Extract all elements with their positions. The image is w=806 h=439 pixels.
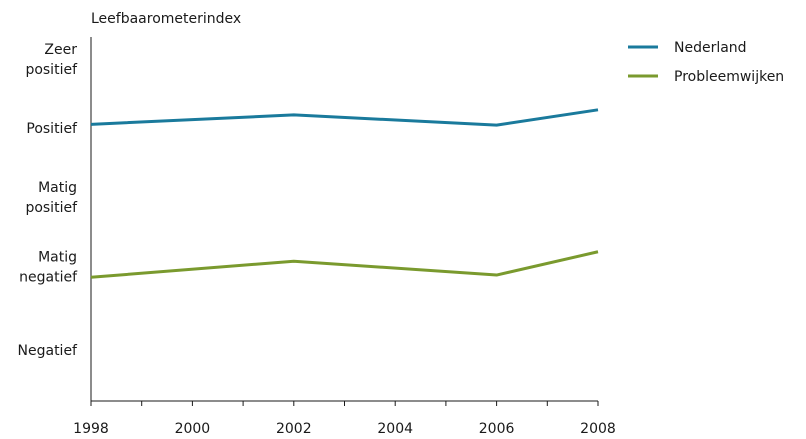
x-tick-label: 2000 bbox=[175, 421, 211, 437]
legend-label: Probleemwijken bbox=[674, 69, 784, 85]
y-category-label: Positief bbox=[26, 121, 78, 137]
series-line-probleemwijken bbox=[90, 250, 599, 279]
legend: Nederland Probleemwijken bbox=[628, 40, 784, 85]
x-tick-labels: 1998 2000 2002 2004 2006 2008 bbox=[73, 421, 616, 437]
y-category-label: Matig positief bbox=[25, 180, 78, 216]
series-lines bbox=[90, 108, 599, 279]
axes bbox=[90, 37, 599, 406]
y-axis-title: Leefbaarometerindex bbox=[91, 11, 241, 27]
y-category-labels: Zeer positief Positief Matig positief Matig ne… bbox=[18, 42, 79, 359]
y-category-label: Matig negatief bbox=[19, 249, 78, 285]
y-category-label: Zeer positief bbox=[25, 42, 78, 78]
legend-label: Nederland bbox=[674, 40, 747, 56]
x-tick-label: 2002 bbox=[276, 421, 312, 437]
x-tick-label: 2006 bbox=[479, 421, 515, 437]
x-tick-label: 1998 bbox=[73, 421, 109, 437]
x-tick-label: 2004 bbox=[377, 421, 413, 437]
y-category-label: Negatief bbox=[18, 343, 79, 359]
x-tick-label: 2008 bbox=[580, 421, 616, 437]
series-line-nederland bbox=[90, 108, 599, 127]
